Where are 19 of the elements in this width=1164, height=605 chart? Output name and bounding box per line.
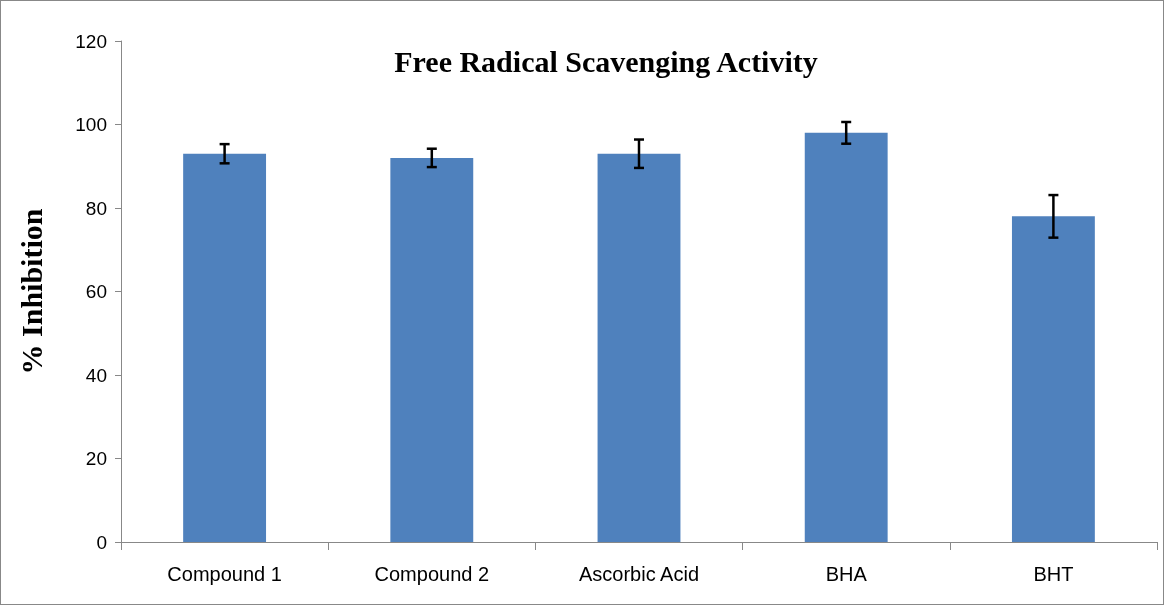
bar [804,132,888,542]
bar [597,153,681,542]
x-tick-label: Compound 2 [374,563,490,585]
x-tick-label: Ascorbic Acid [578,563,700,585]
y-axis-title: % Inhibition [14,208,48,375]
bar [390,157,474,542]
x-tick-label: BHA [825,563,868,585]
y-tick-label: 80 [85,197,107,219]
bar [1011,216,1095,542]
bar [183,153,267,542]
y-tick-label: 60 [85,281,107,302]
x-tick-label: BHT [1033,563,1074,585]
y-tick-label: 40 [85,364,107,386]
x-tick-label: Compound 1 [167,563,282,585]
y-tick-label: 120 [75,30,107,52]
y-tick-label: 100 [75,114,107,135]
y-tick-label: 0 [96,531,107,553]
y-tick-label: 20 [85,448,107,469]
chart-title: Free Radical Scavenging Activity [394,44,818,78]
